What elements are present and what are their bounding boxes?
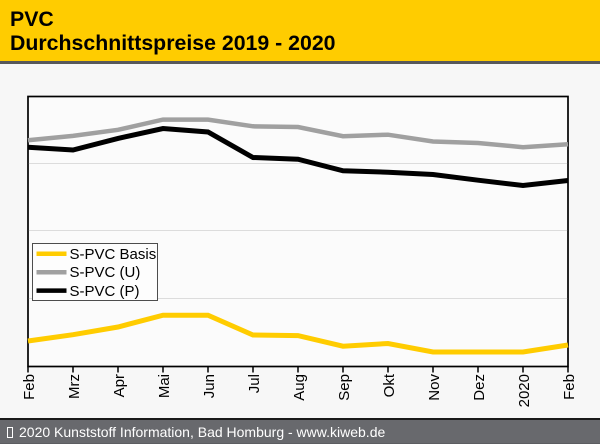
svg-text:2020: 2020 <box>516 374 533 407</box>
svg-text:Feb: Feb <box>21 374 38 400</box>
svg-text:Dez: Dez <box>471 374 488 401</box>
svg-text:Jul: Jul <box>246 374 263 393</box>
svg-text:Jun: Jun <box>201 374 218 398</box>
svg-text:Nov: Nov <box>426 374 443 401</box>
svg-text:Mrz: Mrz <box>66 374 83 399</box>
svg-text:Okt: Okt <box>381 373 398 397</box>
svg-text:Apr: Apr <box>111 374 128 397</box>
svg-text:Mai: Mai <box>156 374 173 398</box>
svg-text:Aug: Aug <box>291 374 308 401</box>
svg-text:Feb: Feb <box>561 374 578 400</box>
svg-text:Sep: Sep <box>336 374 353 401</box>
